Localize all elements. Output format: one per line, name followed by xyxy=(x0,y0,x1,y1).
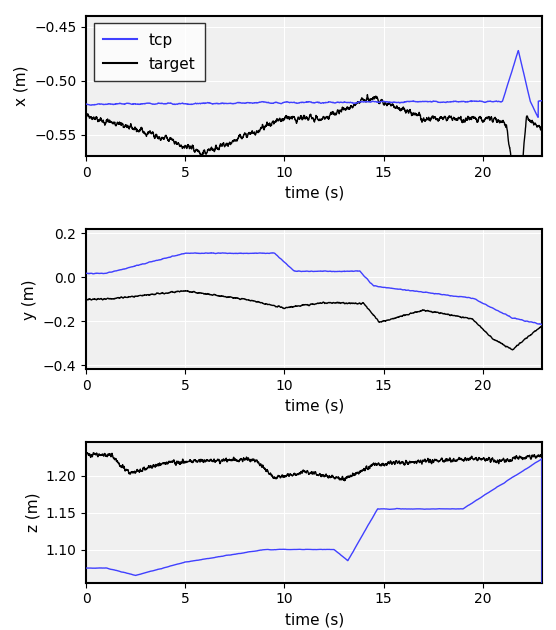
X-axis label: time (s): time (s) xyxy=(285,185,344,200)
X-axis label: time (s): time (s) xyxy=(285,612,344,627)
Y-axis label: x (m): x (m) xyxy=(14,66,29,106)
Y-axis label: y (m): y (m) xyxy=(22,279,37,319)
X-axis label: time (s): time (s) xyxy=(285,399,344,414)
Y-axis label: z (m): z (m) xyxy=(25,493,40,532)
Legend: tcp, target: tcp, target xyxy=(94,23,205,81)
